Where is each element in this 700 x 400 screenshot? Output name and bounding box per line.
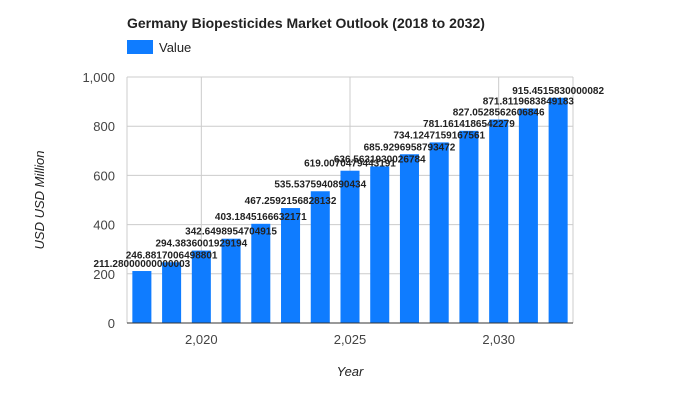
bars [132, 97, 568, 323]
data-label: 871.8119683849183 [483, 97, 575, 108]
bar [429, 142, 449, 323]
bar [399, 154, 419, 323]
bar [489, 119, 509, 323]
y-axis-ticks: 0 200 400 600 800 1,000 [82, 70, 115, 331]
data-label: 619.0070479443191 [304, 159, 396, 170]
data-label: 467.2592156828132 [245, 196, 337, 207]
x-axis-title: Year [337, 364, 364, 379]
x-tick-label: 2,025 [334, 332, 367, 347]
data-label: 294.3836001929194 [155, 239, 247, 250]
data-label: 827.0528562606846 [453, 108, 545, 119]
x-tick-label: 2,030 [482, 332, 515, 347]
data-label: 781.1614186542279 [423, 119, 515, 130]
y-tick-label: 600 [93, 168, 115, 183]
legend: Value [127, 40, 191, 55]
x-tick-label: 2,020 [185, 332, 218, 347]
y-tick-label: 800 [93, 119, 115, 134]
y-axis-title: USD USD Million [32, 151, 47, 250]
bar [548, 97, 568, 323]
bar [310, 191, 330, 323]
data-label: 342.6498954704915 [185, 227, 277, 238]
bar [340, 170, 360, 323]
bar [518, 108, 538, 323]
data-label: 734.1247159167561 [393, 130, 485, 141]
bar [281, 208, 301, 323]
bar [162, 262, 182, 323]
y-tick-label: 400 [93, 218, 115, 233]
bar [251, 223, 271, 323]
data-label: 403.1845166632171 [215, 212, 307, 223]
y-tick-label: 1,000 [82, 70, 115, 85]
bar [221, 238, 241, 323]
bar [370, 166, 390, 323]
data-labels: 211.28000000000003246.8817006498801294.3… [93, 86, 604, 270]
chart-title: Germany Biopesticides Market Outlook (20… [127, 15, 485, 31]
data-label: 211.28000000000003 [93, 259, 190, 270]
data-label: 535.5375940890434 [274, 179, 366, 190]
data-label: 685.9296958793472 [364, 142, 456, 153]
y-tick-label: 200 [93, 267, 115, 282]
x-axis-ticks: 2,020 2,025 2,030 [185, 332, 515, 347]
data-label: 915.4515830000082 [512, 86, 604, 97]
bar [191, 250, 211, 323]
data-label: 246.8817006498801 [126, 250, 218, 261]
data-label: 636.5631930026784 [334, 154, 426, 165]
bar [132, 271, 152, 323]
bar [459, 130, 479, 323]
legend-label-value: Value [159, 40, 191, 55]
y-tick-label: 0 [108, 316, 115, 331]
legend-swatch-value [127, 40, 153, 54]
